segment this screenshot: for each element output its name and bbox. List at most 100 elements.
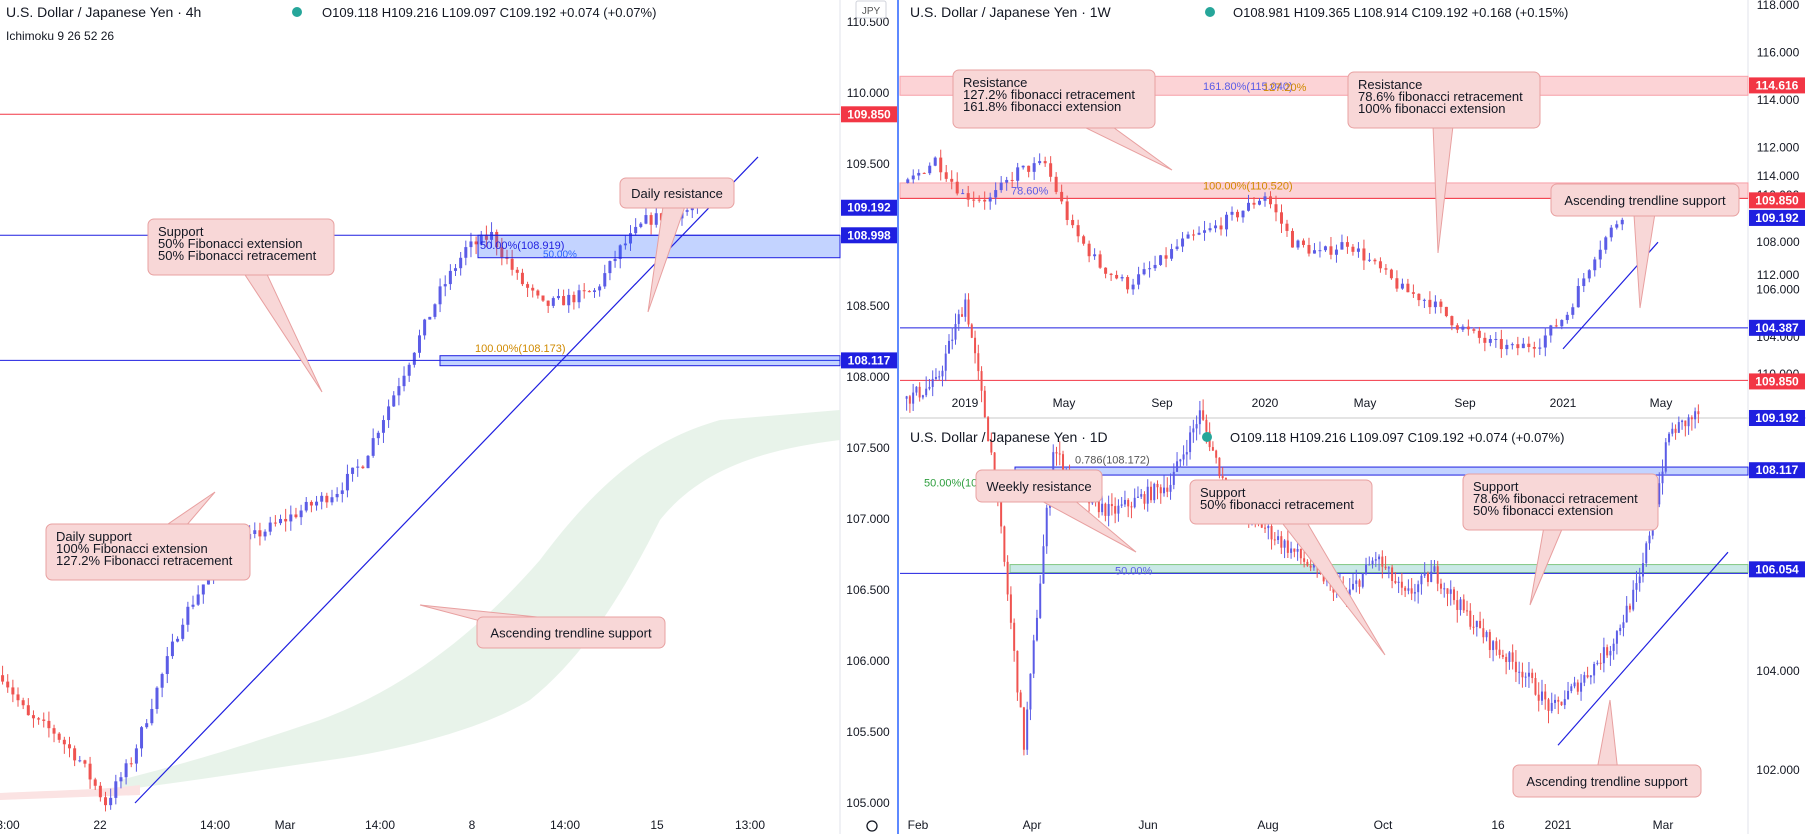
- axis-1w-price-tag[interactable]: [1749, 77, 1805, 94]
- chart-1w-candle-body: [1296, 240, 1300, 248]
- x-tick-label-1d: Feb: [908, 818, 929, 832]
- chart-1w-candle-body: [1010, 179, 1014, 181]
- chart-1w-candle-body: [1104, 267, 1108, 274]
- daily-support-callout-text: 100% Fibonacci extension: [56, 541, 208, 556]
- chart-1w-candle-body: [944, 172, 948, 179]
- axis-4h-price-tag[interactable]: [841, 106, 897, 123]
- chart-1d-candle-body: [980, 371, 983, 391]
- chart-1d-candle-body: [1159, 487, 1162, 494]
- axis-1w-price-tag[interactable]: [1749, 209, 1805, 226]
- chart-1w-candle-body: [1340, 242, 1344, 250]
- axis-1d-price-tag[interactable]: [1749, 373, 1805, 390]
- chart-4h-candle-body: [387, 406, 391, 421]
- trendline-1w-callout-text: Ascending trendline support: [1564, 193, 1726, 208]
- resistance-1w-a-callout-fill: [954, 71, 1154, 127]
- chart-1d-candle-body: [1309, 565, 1312, 568]
- chart-4h-candle-body: [268, 522, 272, 532]
- chart-1d-candle-body: [1312, 561, 1315, 568]
- chart-1d-candle-body: [1000, 495, 1003, 527]
- chart-4h-candle-body: [299, 510, 303, 518]
- chart-1d-candle-body: [1352, 583, 1355, 590]
- chart-1d-candle-body: [928, 386, 931, 389]
- chart-4h-candle-body: [520, 272, 524, 285]
- currency-badge[interactable]: [855, 0, 887, 19]
- axis-4h-price-tag[interactable]: [841, 352, 897, 369]
- chart-1w-candle-body: [1461, 326, 1465, 330]
- chart-4h-candle-body: [73, 748, 77, 761]
- chart-4h-candle-body: [11, 687, 15, 695]
- chart-1w-candle-body: [1208, 228, 1212, 231]
- chart-1w-candle-body: [988, 197, 992, 202]
- panel-1w[interactable]: 161.80%(115.040)127.20% 100.00%(110.520) 7…: [899, 0, 1805, 418]
- chart-4h-candle-body: [1, 675, 5, 682]
- chart-1d-candle-body: [1638, 576, 1641, 584]
- chart-1w-candle-body: [1593, 259, 1597, 271]
- chart-1w-candle-body: [1175, 246, 1179, 250]
- fib-label: 50.00%: [543, 249, 577, 260]
- chart-1d-candle-body: [1648, 535, 1651, 544]
- chart-4h-candle-body: [309, 501, 313, 506]
- chart-1w-candle-body: [906, 179, 910, 183]
- axis-1d-price-tag[interactable]: [1749, 561, 1805, 578]
- chart-1w-candle-body: [1082, 236, 1086, 244]
- chart-1w-candle-body: [1290, 230, 1294, 248]
- chart-1w-candle-body: [1516, 344, 1520, 349]
- chart-1w-candle-body: [1120, 277, 1124, 279]
- axis-1w-price-tag[interactable]: [1749, 319, 1805, 336]
- x-tick-label-1d: 16: [1491, 818, 1505, 832]
- chart-1w-candle-body: [1549, 325, 1553, 336]
- x-tick-label-1w: 2021: [1550, 396, 1577, 410]
- chart-1w-candle-body: [1268, 196, 1272, 205]
- axis-1d-price-tag[interactable]: [1749, 409, 1805, 426]
- indicator-label[interactable]: Ichimoku 9 26 52 26: [6, 29, 114, 43]
- chart-4h-candle-body: [469, 241, 473, 248]
- chart-4h-candle-body: [150, 708, 154, 724]
- ichimoku-cloud: [0, 410, 840, 800]
- chart-1d-candle-body: [977, 353, 980, 372]
- panel-title-4h: U.S. Dollar / Japanese Yen · 4h: [6, 4, 201, 20]
- chart-1d-candle-body: [1163, 487, 1166, 494]
- chart-1d-candle-body: [987, 417, 990, 442]
- chart-1w-candle-body: [1620, 219, 1624, 225]
- axis-1d-price-tag[interactable]: [1749, 462, 1805, 479]
- chart-1d-candle-body: [1303, 558, 1306, 562]
- chart-1w-candle-body: [1604, 237, 1608, 250]
- chart-1d-candle-body: [1485, 632, 1488, 638]
- panel-1d[interactable]: 0.786(108.172)50.00%(107.974)50.00% 114.…: [900, 169, 1805, 834]
- chart-4h-candle-body: [83, 760, 87, 764]
- chart-1d-candle-body: [1273, 539, 1276, 541]
- axis-1w-price-tag[interactable]: [1749, 192, 1805, 209]
- chart-4h-candle-body: [464, 247, 468, 258]
- chart-1d-candle-body: [1176, 461, 1179, 472]
- chart-1d-candle-body: [1547, 699, 1550, 711]
- panel-4h[interactable]: 50.00%(108.919) 100.00%(108.173) 50.00% 11…: [0, 0, 897, 834]
- chart-4h-candle-body: [52, 728, 56, 734]
- axis-4h-price-tag[interactable]: [841, 227, 897, 244]
- chart-1d-candle-body: [1045, 507, 1048, 547]
- chart-4h-candle-body: [423, 319, 427, 336]
- ascending-trendline-1d[interactable]: [1557, 551, 1729, 746]
- chart-1d-candle-body: [1420, 575, 1423, 585]
- chart-1w-candle-body: [1615, 224, 1619, 228]
- axis-4h-price-tag[interactable]: [841, 199, 897, 216]
- fib-zone-100[interactable]: [439, 355, 841, 367]
- chart-1d-candle-body: [1433, 566, 1436, 572]
- chart-4h-candle-body: [417, 335, 421, 353]
- chart-1w-candle-body: [1532, 346, 1536, 349]
- chart-1d-candle-body: [1479, 620, 1482, 629]
- chart-4h-candle-body: [114, 781, 118, 798]
- chart-1d-candle-body: [1625, 605, 1628, 623]
- chart-4h-candle-body: [356, 466, 360, 468]
- chart-1d-candle-body: [1006, 561, 1009, 595]
- chart-4h-candle-body: [515, 269, 519, 273]
- chart-1d-candle-body: [1606, 647, 1609, 656]
- chart-4h-candle-body: [582, 290, 586, 292]
- chart-1d-candle-body: [1524, 676, 1527, 678]
- chart-4h-candle-body: [196, 594, 200, 605]
- chart-1d-candle-body: [1583, 675, 1586, 683]
- chart-4h-candle-body: [31, 715, 35, 719]
- settings-gear-icon[interactable]: [866, 820, 878, 832]
- chart-4h-candle-body: [155, 687, 159, 709]
- ascending-trendline[interactable]: [134, 156, 759, 804]
